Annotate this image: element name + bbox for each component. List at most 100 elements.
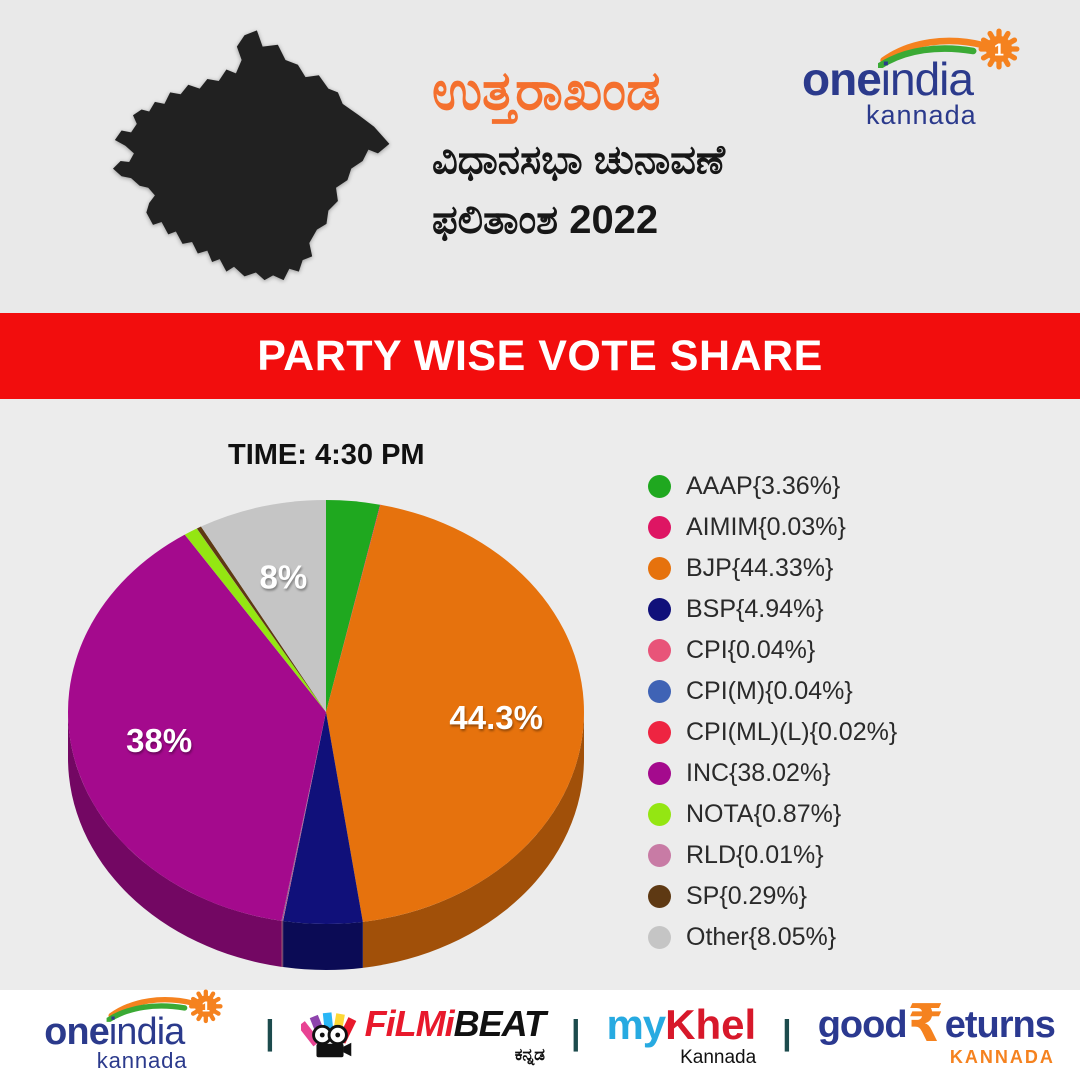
legend-item-INC: INC{38.02%} [648,759,897,787]
legend-swatch [648,926,671,949]
badge-number: 1 [994,39,1004,59]
section-banner: PARTY WISE VOTE SHARE [0,313,1080,399]
legend-item-AIMIM: AIMIM{0.03%} [648,513,897,541]
legend-item-CPI: CPI{0.04%} [648,636,897,664]
goodreturns-good: good [817,1004,908,1046]
legend-swatch [648,885,671,908]
legend-swatch [648,475,671,498]
pie-slice-SP [196,526,326,712]
mykhel-lang: Kannada [680,1046,757,1068]
legend-item-NOTA: NOTA{0.87%} [648,800,897,828]
state-title: ಉತ್ತರಾಖಂಡ [432,61,661,121]
legend-item-AAAP: AAAP{3.36%} [648,472,897,500]
uttarakhand-map-icon [112,30,390,281]
subtitle-line2: ಫಲಿತಾಂಶ 2022 [432,198,659,243]
pie-slice-AAAP [326,500,381,712]
film-camera-icon [300,1012,356,1058]
pie-slice-side-CPI(M) [281,920,283,967]
pie-value-label: 44.3% [449,699,543,736]
legend-label: CPI(M){0.04%} [686,677,853,705]
one-badge-icon: 1 [189,989,223,1024]
mykhel-khel: Khel [665,1000,757,1048]
goodreturns-logo: good ₹ eturns KANNADA [817,994,1056,1067]
footer-partners: 1 oneindia kannada | FiLMiBEAT [0,989,1080,1080]
legend-item-SP: SP{0.29%} [648,882,897,910]
legend-item-BSP: BSP{4.94%} [648,595,897,623]
pie-slice-CPI(M) [281,712,326,921]
legend-swatch [648,721,671,744]
legend-item-CPI(ML)(L): CPI(ML)(L){0.02%} [648,718,898,746]
filmibeat-beat: BEAT [453,1003,546,1044]
pie-slice-CPI [282,712,326,922]
mykhel-logo: myKhel Kannada [606,1000,757,1068]
pie-chart: 44.3% 38% 8% [68,500,584,970]
title-block: ಉತ್ತರಾಖಂಡ ವಿಧಾನಸಭಾ ಚುನಾವಣೆ ಫಲಿತಾಂಶ 2022 [432,61,725,243]
legend-label: AIMIM{0.03%} [686,513,846,541]
time-label: TIME: 4:30 PM [228,439,425,471]
chart-legend: AAAP{3.36%} AIMIM{0.03%} BJP{44.33%} BSP{4.… [648,472,898,967]
brand-india: india [880,53,974,105]
legend-swatch [648,762,671,785]
pie-value-label: 8% [260,559,308,596]
legend-item-RLD: RLD{0.01%} [648,841,897,869]
one-badge-icon: 1 [978,28,1020,70]
flag-swoosh-icon [878,37,988,68]
pie-slice-RLD [196,528,326,712]
pie-slice-CPI(ML)(L) [281,712,326,921]
legend-swatch [648,598,671,621]
separator: | [782,1013,792,1052]
brand-region: kannada [96,1048,188,1073]
brand-one: one [44,1009,109,1053]
banner-title: PARTY WISE VOTE SHARE [257,331,823,380]
legend-swatch [648,803,671,826]
legend-item-BJP: BJP{44.33%} [648,554,897,582]
brand-india: india [108,1009,185,1053]
pie-slice-INC [68,534,326,921]
pie-slice-BJP [326,504,584,922]
legend-label: Other{8.05%} [686,923,837,951]
pie-slice-side-INC [68,712,282,967]
legend-label: SP{0.29%} [686,882,807,910]
legend-label: NOTA{0.87%} [686,800,842,828]
legend-label: BSP{4.94%} [686,595,824,623]
pie-slice-side-CPI [282,920,284,968]
legend-swatch [648,639,671,662]
legend-label: INC{38.02%} [686,759,831,787]
mykhel-my: my [606,1000,666,1048]
chart-section: TIME: 4:30 PM 44.3% 38% 8% AAAP{3.36%} AIMI… [0,399,1080,990]
legend-label: BJP{44.33%} [686,554,834,582]
flag-swoosh-icon [106,997,197,1022]
filmibeat-lang: ಕನ್ನಡ [514,1045,545,1064]
header-section: ಉತ್ತರಾಖಂಡ ವಿಧಾನಸಭಾ ಚುನಾವಣೆ ಫಲಿತಾಂಶ 2022 [0,0,1080,313]
legend-label: AAAP{3.36%} [686,472,841,500]
pie-slice-side-BSP [283,921,363,970]
pie-value-label: 38% [126,722,192,759]
goodreturns-eturns: eturns [944,1004,1056,1046]
brand-one: one [802,53,882,105]
legend-swatch [648,557,671,580]
pie-slice-AIMIM [326,504,381,712]
separator: | [265,1013,275,1052]
pie-slice-NOTA [184,528,326,712]
oneindia-footer-logo: 1 oneindia kannada [44,989,223,1076]
rupee-icon: ₹ [907,994,944,1055]
pie-slice-BSP [283,712,363,924]
oneindia-logo: 1 oneindia kannada [802,28,1020,134]
goodreturns-lang: KANNADA [949,1046,1055,1067]
separator: | [570,1013,581,1052]
legend-label: RLD{0.01%} [686,841,824,869]
legend-label: CPI{0.04%} [686,636,816,664]
subtitle-line1: ವಿಧಾನಸಭಾ ಚುನಾವಣೆ [432,138,725,183]
filmibeat-filmi: FiLMi [364,1003,455,1044]
legend-swatch [648,680,671,703]
legend-swatch [648,844,671,867]
filmibeat-logo: FiLMiBEAT ಕನ್ನಡ [300,1003,546,1064]
legend-label: CPI(ML)(L){0.02%} [686,718,898,746]
legend-swatch [648,516,671,539]
brand-region: kannada [866,100,977,130]
legend-item-Other: Other{8.05%} [648,923,897,951]
legend-item-CPI(M): CPI(M){0.04%} [648,677,897,705]
badge-number: 1 [202,999,210,1015]
pie-slice-Other [200,500,326,712]
